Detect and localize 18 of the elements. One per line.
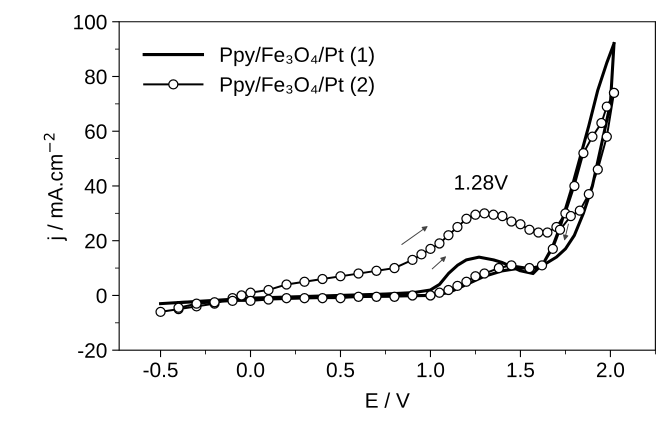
y-tick-label: 20 — [85, 234, 107, 248]
x-tick-label: 0.5 — [326, 362, 354, 378]
y-tick-label: 60 — [85, 124, 107, 139]
x-tick-label: 1.0 — [418, 362, 444, 378]
legend-label: Ppy/Fe₃O₄/Pt (2) — [220, 76, 374, 96]
x-tick-label: 2.0 — [596, 362, 624, 378]
x-axis-title: E / V — [366, 392, 410, 408]
y-tick-label: 80 — [85, 69, 107, 84]
x-tick-label: 0.0 — [236, 362, 264, 378]
y-tick-label: 0 — [96, 288, 107, 304]
y-axis-title: j / mA.cm$^{−2}$ — [44, 134, 67, 242]
y-tick-label: -20 — [78, 343, 107, 358]
legend-label: Ppy/Fe₃O₄/Pt (1) — [220, 46, 374, 66]
annotation: 1.28V — [455, 175, 508, 190]
x-tick-label: 1.5 — [508, 362, 534, 378]
x-tick-label: -0.5 — [144, 362, 178, 378]
y-tick-label: 100 — [74, 14, 107, 30]
y-tick-label: 40 — [84, 178, 107, 194]
